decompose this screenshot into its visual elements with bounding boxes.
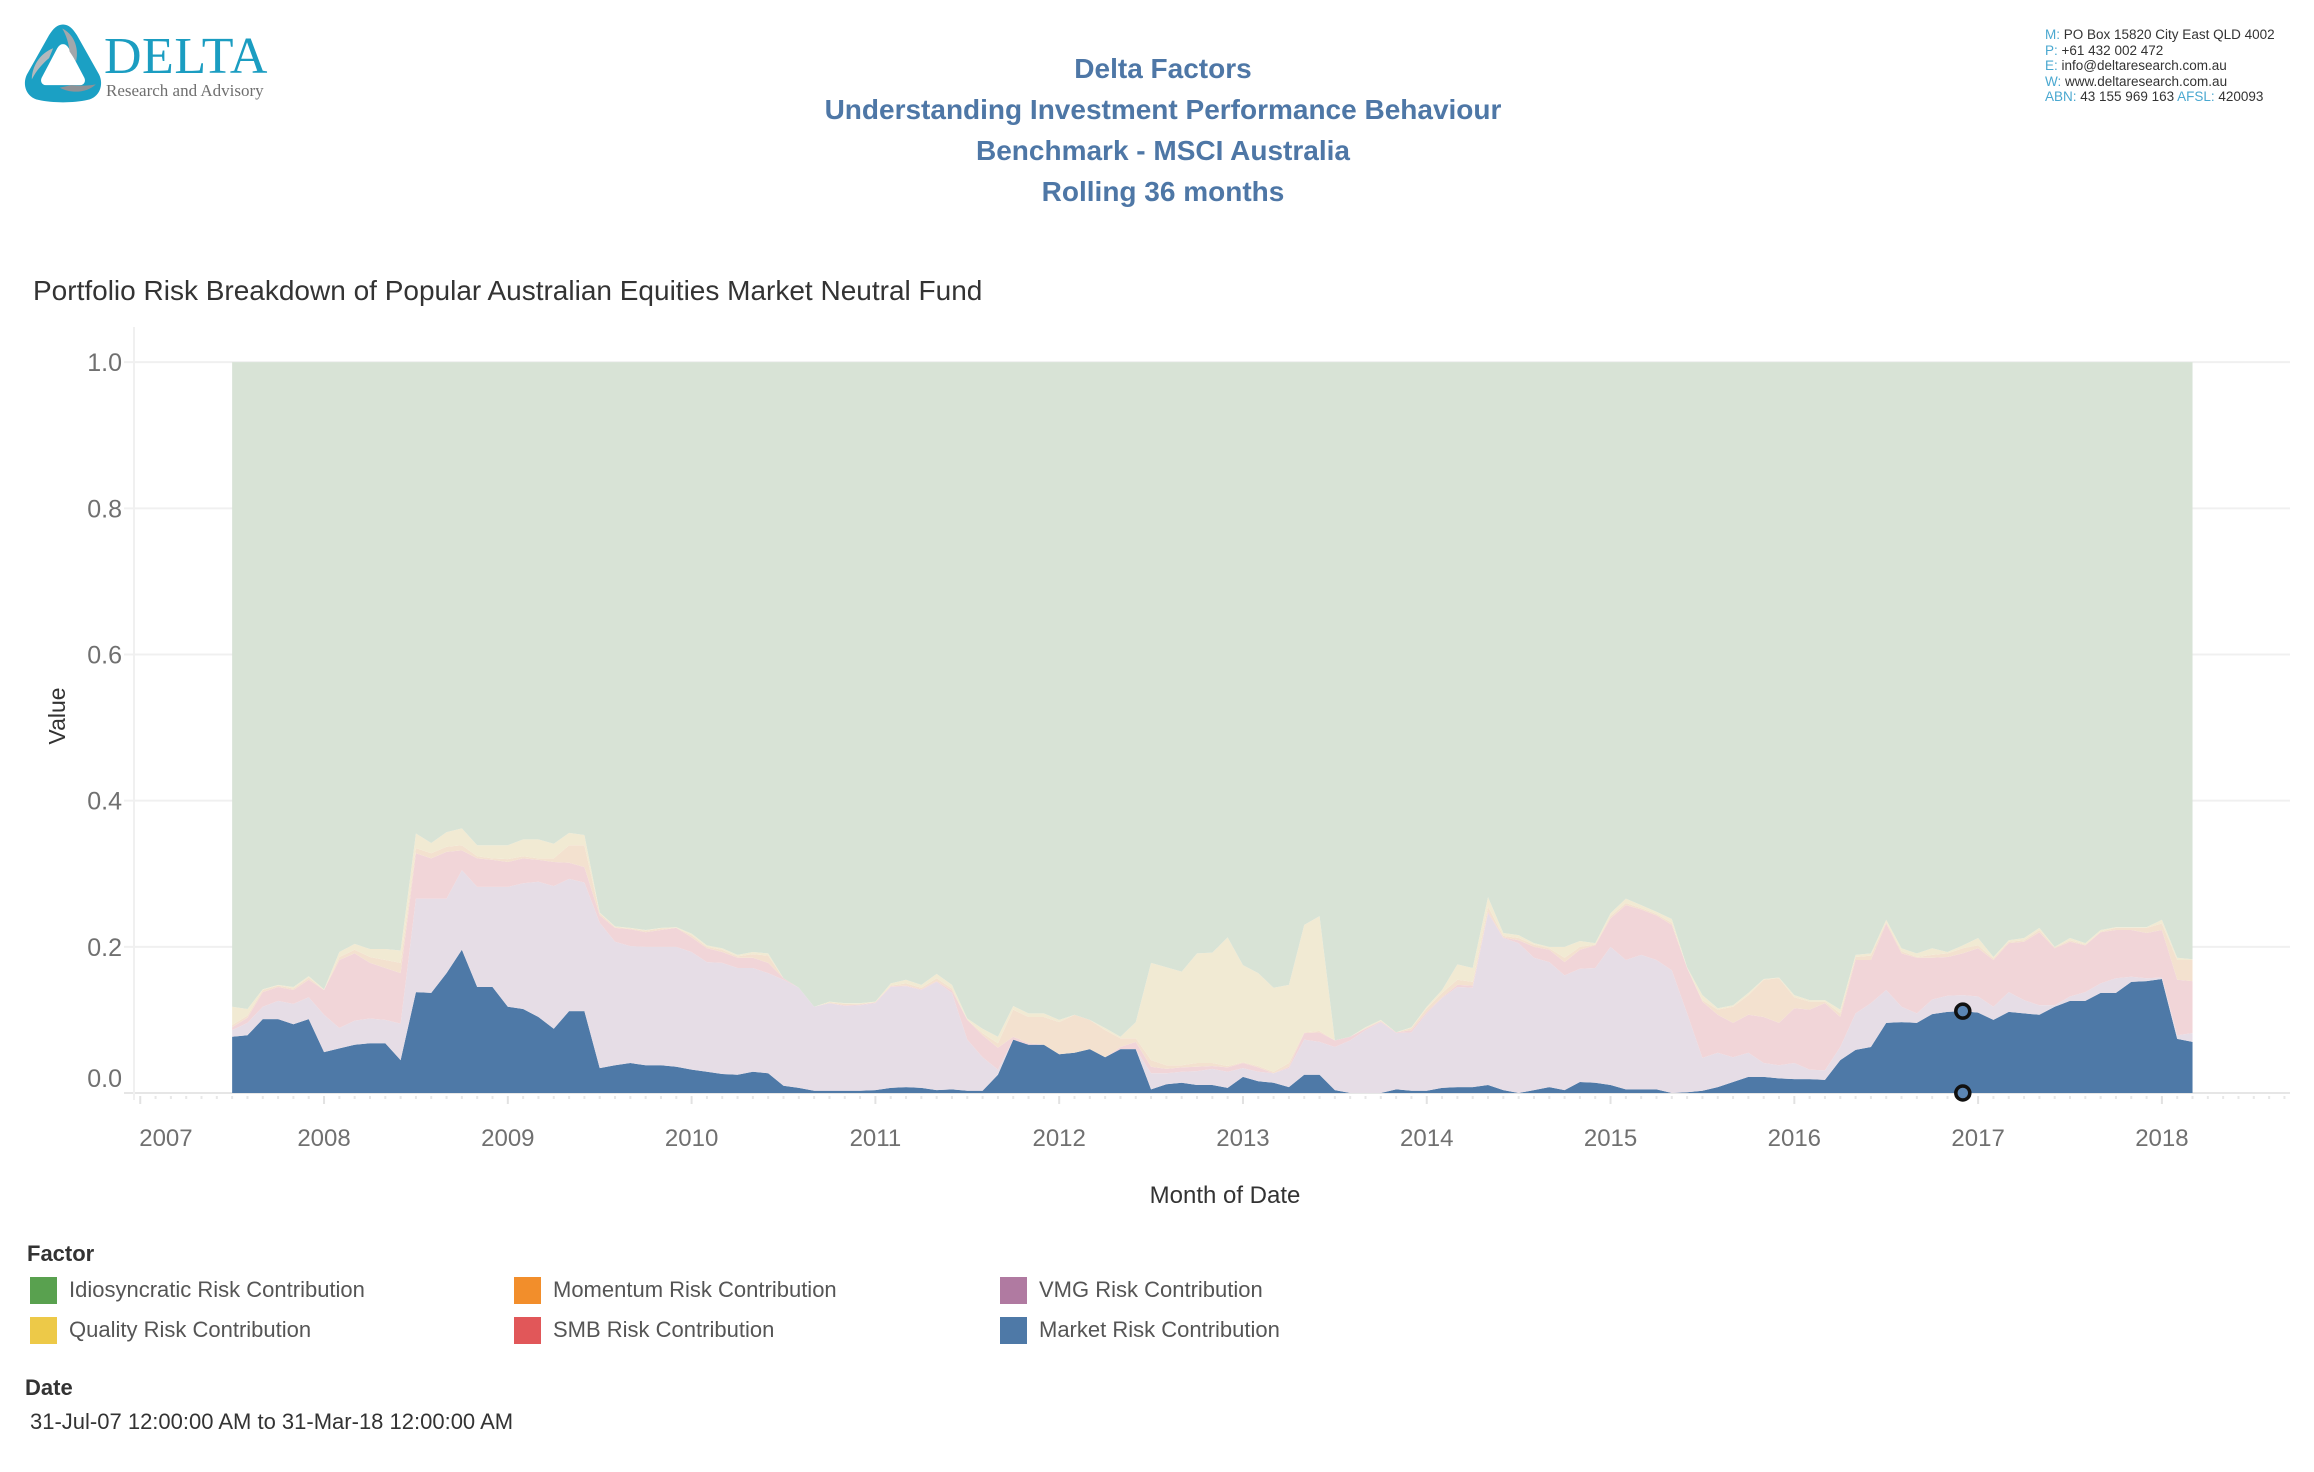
- legend-label: VMG Risk Contribution: [1039, 1277, 1263, 1302]
- area-series: [232, 362, 2193, 1093]
- contact-phone-value: +61 432 002 472: [2057, 42, 2164, 58]
- contact-mail-label: M:: [2045, 27, 2060, 42]
- y-axis-title: Value: [44, 687, 70, 745]
- delta-logo: DELTA Research and Advisory: [22, 22, 292, 106]
- contact-mail-value: PO Box 15820 City East QLD 4002: [2060, 27, 2275, 42]
- header-line-3: Benchmark - MSCI Australia: [976, 135, 1350, 166]
- contact-email-value[interactable]: info@deltaresearch.com.au: [2057, 58, 2227, 73]
- contact-email: E: info@deltaresearch.com.au: [2045, 58, 2275, 74]
- delta-triangle-logo-icon: [24, 24, 102, 103]
- x-axis-title: Month of Date: [1149, 1182, 1301, 1209]
- legend-item-smb-risk-contribution[interactable]: SMB Risk Contribution: [514, 1310, 1000, 1350]
- chart-title: Portfolio Risk Breakdown of Popular Aust…: [33, 275, 983, 306]
- abn-value: 43 155 969 163: [2076, 89, 2178, 104]
- area-quality-risk-contribution[interactable]: [232, 828, 2193, 1072]
- legend-label: SMB Risk Contribution: [553, 1317, 775, 1342]
- contact-block: M: PO Box 15820 City East QLD 4002 P: +6…: [2045, 27, 2275, 105]
- area-idiosyncratic-risk-contribution[interactable]: [232, 362, 2193, 1041]
- x-tick-label: 2014: [1400, 1125, 1453, 1152]
- highlight-markers: [1954, 1002, 1972, 1102]
- header-line-1: Delta Factors: [1074, 53, 1252, 84]
- x-tick-label: 2007: [139, 1125, 192, 1152]
- contact-phone: P: +61 432 002 472: [2045, 43, 2275, 59]
- area-market-risk-contribution[interactable]: [232, 949, 2193, 1093]
- x-tick-label: 2017: [1951, 1125, 2004, 1152]
- abn-label: ABN:: [2045, 89, 2077, 104]
- legend-item-market-risk-contribution[interactable]: Market Risk Contribution: [1000, 1310, 1420, 1350]
- legend-swatch: [30, 1316, 57, 1344]
- afsl-value: 420093: [2214, 89, 2264, 104]
- contact-web: W: www.deltaresearch.com.au: [2045, 74, 2275, 90]
- legend-swatch: [1000, 1316, 1027, 1344]
- x-tick-label: 2009: [481, 1125, 534, 1152]
- y-tick-label: 0.2: [87, 934, 122, 962]
- axes: 0.0 0.2 0.4 0.6 0.8 1.0 2007 2008 2009 2010 2011 20…: [87, 349, 2286, 1152]
- legend-title: Factor: [27, 1241, 95, 1266]
- x-tick-label: 2011: [850, 1125, 902, 1152]
- date-filter-title: Date: [25, 1375, 73, 1400]
- legend-item-momentum-risk-contribution[interactable]: Momentum Risk Contribution: [514, 1270, 1000, 1310]
- x-tick-label: 2016: [1768, 1125, 1821, 1152]
- y-tick-label: 1.0: [87, 349, 122, 377]
- highlight-marker-top[interactable]: [1954, 1002, 1972, 1020]
- logo-name: DELTA: [104, 28, 268, 85]
- highlight-marker-bottom[interactable]: [1954, 1084, 1972, 1102]
- x-tick-label: 2008: [297, 1125, 350, 1152]
- y-tick-label: 0.4: [87, 788, 122, 816]
- x-tick-label: 2012: [1032, 1125, 1085, 1152]
- contact-abn-afsl: ABN: 43 155 969 163 AFSL: 420093: [2045, 89, 2275, 105]
- x-tick-label: 2013: [1216, 1125, 1269, 1152]
- legend-item-vmg-risk-contribution[interactable]: VMG Risk Contribution: [1000, 1270, 1420, 1310]
- legend-item-quality-risk-contribution[interactable]: Quality Risk Contribution: [30, 1310, 514, 1350]
- x-tick-label: 2010: [665, 1125, 718, 1152]
- legend-label: Momentum Risk Contribution: [553, 1277, 837, 1302]
- legend-swatch: [514, 1276, 541, 1304]
- logo-tagline: Research and Advisory: [106, 81, 264, 100]
- contact-mail: M: PO Box 15820 City East QLD 4002: [2045, 27, 2275, 43]
- date-filter-range[interactable]: 31-Jul-07 12:00:00 AM to 31-Mar-18 12:00…: [30, 1409, 514, 1434]
- area-vmg-risk-contribution[interactable]: [232, 870, 2193, 1093]
- legend-label: Quality Risk Contribution: [69, 1317, 312, 1342]
- legend-swatch: [30, 1276, 57, 1304]
- contact-email-label: E:: [2045, 58, 2058, 73]
- header-line-4: Rolling 36 months: [1041, 176, 1285, 207]
- legend-label: Idiosyncratic Risk Contribution: [69, 1277, 365, 1302]
- x-tick-label: 2018: [2135, 1125, 2188, 1152]
- legend-swatch: [514, 1316, 541, 1344]
- legend-swatch: [1000, 1276, 1027, 1304]
- legend-label: Market Risk Contribution: [1039, 1317, 1280, 1342]
- report-header: Delta Factors Understanding Investment P…: [6, 48, 2314, 212]
- legend-item-idiosyncratic-risk-contribution[interactable]: Idiosyncratic Risk Contribution: [30, 1270, 514, 1310]
- header-line-2: Understanding Investment Performance Beh…: [824, 94, 1502, 125]
- y-tick-label: 0.0: [87, 1065, 122, 1093]
- y-tick-label: 0.8: [87, 495, 122, 523]
- x-tick-label: 2015: [1584, 1125, 1637, 1152]
- area-smb-risk-contribution[interactable]: [232, 850, 2193, 1074]
- y-tick-label: 0.6: [87, 641, 122, 669]
- factor-legend: Idiosyncratic Risk Contribution Momentum…: [30, 1270, 1420, 1350]
- afsl-label: AFSL:: [2177, 89, 2215, 104]
- contact-phone-label: P:: [2045, 42, 2058, 58]
- contact-web-value[interactable]: www.deltaresearch.com.au: [2061, 73, 2228, 89]
- contact-web-label: W:: [2045, 73, 2062, 89]
